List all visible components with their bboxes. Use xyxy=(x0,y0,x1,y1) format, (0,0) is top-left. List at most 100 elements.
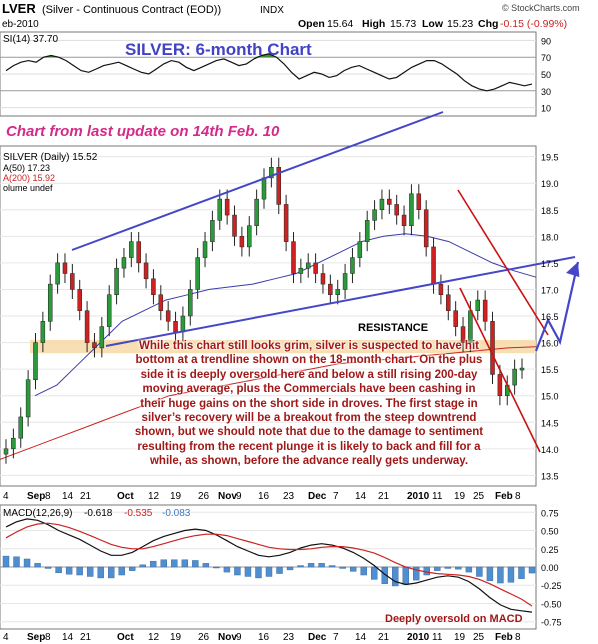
macd-tick-label: -0.25 xyxy=(541,581,562,591)
price-tick-label: 14.5 xyxy=(541,418,559,428)
x-axis-label: 12 xyxy=(148,632,160,643)
macd-histogram-bar xyxy=(349,566,357,572)
candle-body xyxy=(55,262,60,285)
macd-histogram-bar xyxy=(213,566,220,569)
candle-body xyxy=(409,193,414,226)
candle-body xyxy=(379,198,385,210)
candle-body xyxy=(114,267,119,295)
macd-histogram-bar xyxy=(297,565,304,568)
macd-histogram-bar xyxy=(55,566,62,574)
macd-histogram-bar xyxy=(497,566,504,584)
macd-histogram-bar xyxy=(244,566,252,577)
lower-trendline xyxy=(105,256,576,347)
macd-histogram-bar xyxy=(528,566,536,574)
candle-body xyxy=(158,294,164,311)
candle-body xyxy=(350,257,355,274)
annotation-text: While this chart still looks grim, silve… xyxy=(134,340,484,468)
candle-body xyxy=(298,267,304,274)
macd-histogram-bar xyxy=(392,566,399,587)
price-legend-title: SILVER (Daily) 15.52 xyxy=(3,152,98,163)
macd-tick-label: -0.75 xyxy=(541,618,562,628)
macd-histogram-bar xyxy=(255,566,262,579)
macd-label: MACD(12,26,9) xyxy=(3,508,72,519)
candle-body xyxy=(121,257,127,269)
macd-histogram-bar xyxy=(413,566,420,581)
macd-histogram-bar xyxy=(423,566,430,576)
candle-body xyxy=(519,367,525,371)
candle-body xyxy=(180,315,186,333)
candle-body xyxy=(136,241,141,264)
macd-histogram-bar xyxy=(2,555,10,568)
macd-histogram-bar xyxy=(171,559,178,568)
ma200-line xyxy=(0,346,537,460)
x-axis-label: 26 xyxy=(198,632,210,643)
candle-body xyxy=(387,198,392,205)
macd-tick-label: 0.50 xyxy=(541,527,559,537)
low-value: 15.23 xyxy=(447,18,473,30)
macd-tick-label: 0.00 xyxy=(541,563,559,573)
candle-body xyxy=(446,294,451,311)
x-axis-label: 21 xyxy=(378,632,390,643)
candle-body xyxy=(497,374,503,396)
macd-histogram-bar xyxy=(507,566,515,583)
price-tick-label: 14.0 xyxy=(541,445,559,455)
candle-body xyxy=(3,448,9,455)
macd-tick-label: 0.75 xyxy=(541,508,559,518)
rsi-tick-label: 90 xyxy=(541,36,551,46)
candle-body xyxy=(217,198,223,221)
macd-line xyxy=(5,518,533,613)
price-tick-label: 17.0 xyxy=(541,285,559,295)
watermark: © StockCharts.com xyxy=(502,3,580,13)
candle-body xyxy=(254,198,259,226)
macd-histogram-bar xyxy=(444,566,452,569)
macd-histogram-bar xyxy=(97,566,104,579)
x-axis-label: Oct xyxy=(117,491,134,502)
x-axis-label: 11 xyxy=(432,491,443,502)
x-axis-label: 23 xyxy=(283,491,295,502)
candle-body xyxy=(276,167,281,205)
macd-histogram-bar xyxy=(434,566,441,571)
candle-body xyxy=(129,241,134,258)
rsi-overbought-fill xyxy=(6,53,532,58)
x-axis-label: 19 xyxy=(170,632,182,643)
candle-body xyxy=(394,204,399,216)
candle-body xyxy=(512,368,517,386)
upper-trendline xyxy=(71,111,444,251)
x-axis-label: Feb xyxy=(495,491,513,502)
resistance-band xyxy=(30,339,536,354)
candle-body xyxy=(438,283,444,295)
x-axis-label: 8 xyxy=(515,491,521,502)
x-axis-label: 9 xyxy=(236,491,242,502)
macd-histogram-bar xyxy=(307,563,315,568)
candle-body xyxy=(143,262,149,280)
macd-histogram-bar xyxy=(476,566,483,577)
x-axis-label: 14 xyxy=(62,632,74,643)
macd-histogram-bar xyxy=(139,564,146,568)
macd-value: -0.618 xyxy=(84,508,113,519)
macd-histogram-bar xyxy=(286,566,294,571)
candle-body xyxy=(210,220,215,242)
macd-histogram-bar xyxy=(13,556,20,568)
resistance-label: RESISTANCE xyxy=(358,322,428,334)
candle-body xyxy=(11,437,16,450)
price-tick-label: 18.5 xyxy=(541,206,559,216)
macd-note: Deeply oversold on MACD xyxy=(385,613,523,625)
macd-histogram-bar xyxy=(339,566,346,569)
macd-hist-value: -0.083 xyxy=(162,508,191,519)
candle-body xyxy=(70,273,75,290)
macd-signal-line xyxy=(5,522,533,607)
macd-histogram-bar xyxy=(360,566,367,576)
rsi-tick-label: 10 xyxy=(541,104,551,114)
price-tick-label: 15.5 xyxy=(541,365,559,375)
x-axis-label: Nov xyxy=(218,632,237,643)
x-axis-label: Sep xyxy=(27,491,45,502)
x-axis-label: 21 xyxy=(80,632,92,643)
x-axis-label: 8 xyxy=(45,491,51,502)
header-date: eb-2010 xyxy=(2,19,39,30)
macd-histogram-bar xyxy=(23,558,31,568)
x-axis-label: 12 xyxy=(148,491,160,502)
candle-body xyxy=(173,321,178,333)
candle-body xyxy=(25,379,31,418)
candle-body xyxy=(291,241,296,274)
price-tick-label: 16.0 xyxy=(541,339,559,349)
